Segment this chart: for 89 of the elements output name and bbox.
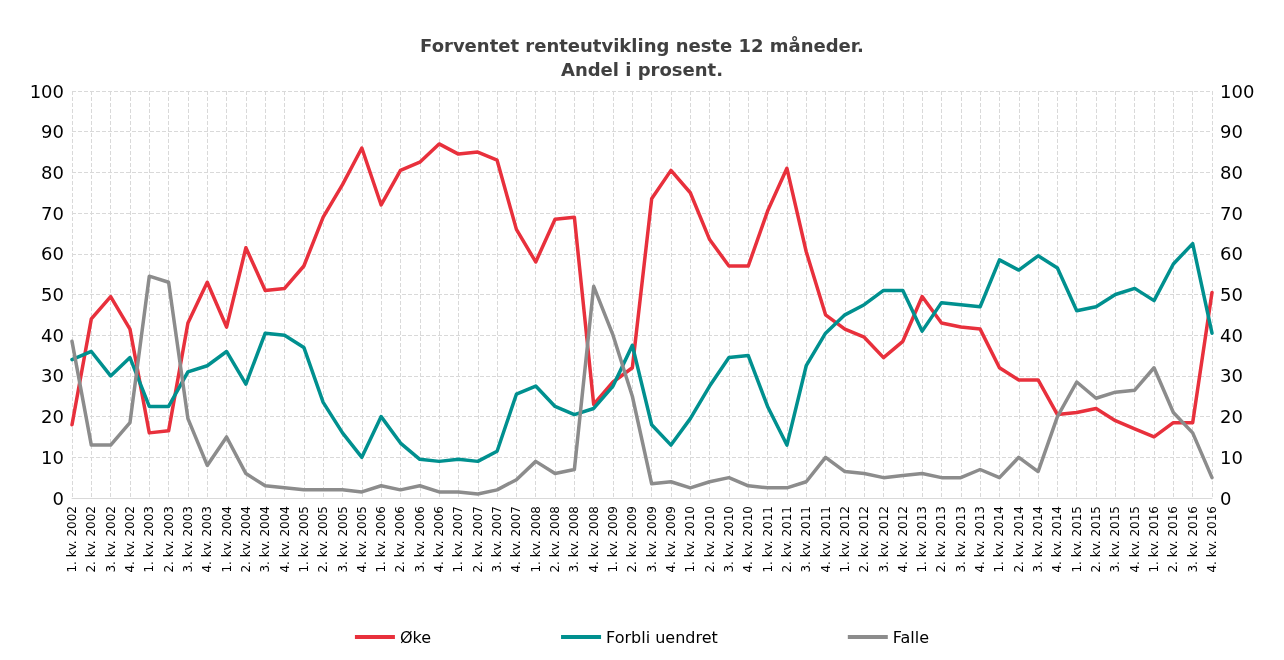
x-tick-label: 2. kv. 2012	[857, 506, 872, 573]
y-tick-label: 20	[41, 406, 64, 428]
x-tick-label: 1. kv. 2012	[837, 506, 852, 573]
y2-tick-label: 70	[1220, 202, 1243, 224]
chart-title: Forventet renteutvikling neste 12 måneder. Andel i prosent.	[420, 34, 864, 80]
x-tick-label: 4. kv. 2013	[973, 506, 988, 573]
y-tick-label: 90	[41, 121, 64, 143]
x-tick-label: 2. kv. 2003	[161, 506, 176, 573]
y2-tick-label: 40	[1220, 324, 1243, 346]
x-tick-label: 1. kv. 2013	[915, 506, 930, 573]
y-tick-label: 100	[29, 80, 64, 102]
y-tick-label: 80	[41, 161, 64, 183]
x-tick-label: 2. kv. 2015	[1089, 506, 1104, 573]
x-tick-label: 4. kv. 2003	[200, 506, 215, 573]
x-tick-label: 1. kv. 2008	[528, 506, 543, 573]
x-tick-label: 2. kv. 2009	[625, 506, 640, 573]
x-tick-label: 4. kv. 2016	[1205, 506, 1219, 573]
x-tick-label: 1. kv. 2015	[1069, 506, 1084, 573]
x-tick-label: 4. kv. 2005	[354, 506, 369, 573]
legend-label: Falle	[892, 627, 930, 647]
y-tick-label: 50	[41, 284, 64, 305]
x-tick-label: 3. kv. 2014	[1031, 506, 1046, 573]
x-tick-label: 1. kv. 2010	[683, 506, 698, 573]
y2-tick-label: 50	[1220, 284, 1243, 305]
x-tick-label: 3. kv. 2015	[1108, 506, 1123, 573]
x-tick-label: 4. kv. 2012	[895, 506, 910, 573]
x-tick-label: 1. kv. 2005	[296, 506, 311, 573]
y2-tick-label: 90	[1220, 121, 1243, 143]
y-tick-label: 10	[41, 446, 64, 468]
y-tick-label: 0	[52, 487, 64, 509]
x-tick-label: 2. kv. 2005	[316, 506, 331, 573]
legend-label: Forbli uendret	[606, 627, 718, 647]
y2-tick-label: 10	[1220, 446, 1243, 468]
x-tick-label: 3. kv. 2012	[876, 506, 891, 573]
x-tick-label: 4. kv. 2004	[277, 506, 292, 573]
x-tick-label: 2. kv. 2013	[934, 506, 949, 573]
x-tick-label: 2. kv. 2002	[84, 506, 99, 573]
x-tick-label: 4. kv. 2007	[509, 506, 524, 573]
x-tick-label: 3. kv. 2013	[953, 506, 968, 573]
x-tick-label: 3. kv. 2016	[1185, 506, 1200, 573]
y2-tick-label: 0	[1220, 487, 1232, 509]
x-tick-label: 3. kv. 2003	[180, 506, 195, 573]
x-tick-label: 4. kv. 2006	[432, 506, 447, 573]
x-tick-label: 4. kv. 2009	[663, 506, 678, 573]
x-tick-label: 3. kv. 2004	[258, 506, 273, 573]
x-tick-label: 2. kv. 2014	[1011, 506, 1026, 573]
legend-label: Øke	[399, 627, 432, 647]
x-tick-label: 1. kv. 2011	[760, 506, 775, 573]
y2-tick-label: 30	[1220, 365, 1243, 387]
x-tick-label: 1. kv. 2003	[142, 506, 157, 573]
x-tick-label: 3. kv. 2006	[412, 506, 427, 573]
x-tick-label: 3. kv. 2002	[103, 506, 118, 573]
x-tick-label: 1. kv. 2006	[374, 506, 389, 573]
x-tick-label: 2. kv. 2011	[779, 506, 794, 573]
x-tick-label: 2. kv. 2008	[548, 506, 563, 573]
x-tick-label: 3. kv. 2008	[567, 506, 582, 573]
x-tick-label: 4. kv. 2008	[586, 506, 601, 573]
x-tick-label: 3. kv. 2009	[644, 506, 659, 573]
y-tick-label: 70	[41, 202, 64, 224]
x-tick-label: 4. kv. 2015	[1127, 506, 1142, 573]
y2-tick-label: 80	[1220, 161, 1243, 183]
x-tick-label: 3. kv. 2007	[490, 506, 505, 573]
x-tick-label: 1. kv. 2007	[451, 506, 466, 573]
line-series	[70, 241, 1214, 464]
x-tick-label: 1. kv. 2016	[1147, 506, 1162, 573]
x-tick-label: 2. kv. 2006	[393, 506, 408, 573]
x-tick-label: 1. kv. 2009	[606, 506, 621, 573]
x-tick-label: 2. kv. 2007	[470, 506, 485, 573]
x-tick-label: 1. kv. 2014	[992, 506, 1007, 573]
x-tick-label: 4. kv. 2011	[818, 506, 833, 573]
x-tick-label: 2. kv. 2004	[238, 506, 253, 573]
y-tick-label: 60	[41, 243, 64, 265]
x-tick-label: 3. kv. 2010	[721, 506, 736, 573]
x-tick-label: 4. kv. 2002	[122, 506, 137, 573]
x-tick-label: 4. kv. 2010	[741, 506, 756, 573]
line-series	[70, 142, 1214, 439]
x-tick-label: 3. kv. 2011	[799, 506, 814, 573]
x-tick-label: 1. kv. 2004	[219, 506, 234, 573]
x-tick-label: 3. kv. 2005	[335, 506, 350, 573]
x-tick-label: 2. kv. 2010	[702, 506, 717, 573]
x-tick-label: 4. kv. 2014	[1050, 506, 1065, 573]
y2-tick-label: 20	[1220, 406, 1243, 428]
y2-tick-label: 100	[1220, 80, 1255, 102]
x-tick-label: 2. kv. 2016	[1166, 506, 1181, 573]
y-tick-label: 30	[41, 365, 64, 387]
line-series	[70, 274, 1214, 496]
x-tick-label: 1. kv. 2002	[65, 506, 79, 573]
y2-tick-label: 60	[1220, 243, 1243, 265]
y-tick-label: 40	[41, 324, 64, 346]
